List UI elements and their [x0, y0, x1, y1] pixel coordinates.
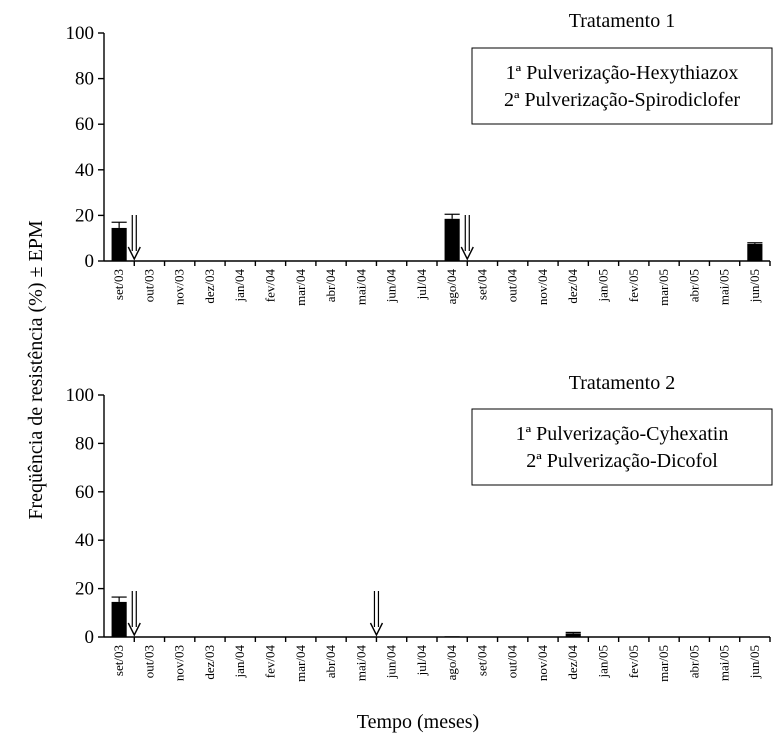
- y-tick-label: 20: [75, 579, 94, 600]
- x-tick-label: set/04: [474, 645, 489, 677]
- legend-entry: 1ª Pulverização-Cyhexatin: [516, 423, 729, 445]
- x-tick-label: mai/05: [717, 645, 732, 681]
- y-tick-label: 40: [75, 160, 94, 181]
- x-tick-label: jun/04: [384, 645, 399, 680]
- x-tick-label: dez/04: [565, 645, 580, 680]
- spray-arrow: [369, 591, 384, 637]
- arrow-head: [369, 622, 384, 637]
- x-tick-label: jan/04: [232, 645, 247, 679]
- spray-arrow: [127, 591, 141, 637]
- x-tick-label: dez/03: [202, 269, 217, 304]
- y-tick-label: 100: [66, 385, 95, 406]
- x-tick-label: jan/04: [232, 269, 247, 303]
- x-tick-label: jun/05: [747, 269, 762, 303]
- y-tick-label: 100: [66, 23, 95, 44]
- x-tick-label: mar/05: [656, 645, 671, 682]
- legend-box: [471, 47, 773, 125]
- x-tick-label: abr/05: [686, 645, 701, 678]
- x-tick-label: jun/04: [384, 269, 399, 304]
- x-tick-label: set/03: [111, 269, 126, 300]
- x-tick-label: jul/04: [414, 645, 429, 677]
- x-tick-label: dez/03: [202, 645, 217, 680]
- y-tick-label: 20: [75, 205, 94, 226]
- arrow-head: [127, 622, 141, 637]
- x-tick-label: mai/04: [353, 645, 368, 682]
- legend-entry: 1ª Pulverização-Hexythiazox: [506, 62, 739, 84]
- y-tick-label: 40: [75, 530, 94, 551]
- chart-title: Tratamento 2: [569, 372, 675, 394]
- x-tick-label: jul/04: [414, 269, 429, 301]
- x-tick-label: mar/05: [656, 269, 671, 306]
- y-axis-label: Freqüência de resistência (%) ± EPM: [25, 220, 47, 519]
- y-tick-label: 60: [75, 482, 94, 503]
- x-tick-label: fev/04: [263, 645, 278, 679]
- x-tick-label: set/04: [474, 269, 489, 301]
- x-tick-label: ago/04: [444, 269, 459, 305]
- x-tick-label: mar/04: [293, 269, 308, 306]
- x-tick-label: nov/03: [172, 269, 187, 305]
- x-tick-label: fev/05: [626, 645, 641, 678]
- bar: [747, 243, 763, 261]
- x-tick-label: nov/04: [535, 269, 550, 306]
- spray-arrow: [460, 215, 474, 261]
- y-tick-label: 80: [75, 69, 94, 90]
- x-tick-label: jun/05: [747, 645, 762, 679]
- x-tick-label: jan/05: [596, 645, 611, 679]
- x-tick-label: out/04: [505, 269, 520, 303]
- chart-panel-2: 0 20 40 60 80 100 set/03 out/03 nov/03 dez/03 jan/…: [66, 372, 773, 682]
- spray-arrow: [127, 215, 141, 261]
- x-tick-label: out/04: [505, 645, 520, 679]
- y-tick-label: 80: [75, 433, 94, 454]
- x-tick-label: out/03: [141, 269, 156, 302]
- arrow-head: [127, 246, 141, 261]
- x-tick-label: ago/04: [444, 645, 459, 681]
- bar: [444, 218, 460, 261]
- bar: [565, 633, 581, 637]
- chart-panels: 0 20 40 60 80 100 set/03 out/03 nov/03 dez/03 jan/…: [66, 10, 773, 682]
- y-tick-label: 60: [75, 114, 94, 135]
- x-tick-label: jan/05: [596, 269, 611, 303]
- y-tick-label: 0: [85, 627, 95, 648]
- x-tick-label: dez/04: [565, 269, 580, 304]
- x-tick-label: mai/05: [717, 269, 732, 305]
- legend-entry: 2ª Pulverização-Spirodiclofer: [504, 89, 740, 111]
- x-tick-label: abr/04: [323, 269, 338, 303]
- x-tick-label: set/03: [111, 645, 126, 676]
- x-tick-label: nov/03: [172, 645, 187, 681]
- x-tick-label: mai/04: [353, 269, 368, 306]
- x-tick-label: abr/05: [686, 269, 701, 302]
- x-tick-label: mar/04: [293, 645, 308, 682]
- x-tick-label: fev/04: [263, 269, 278, 303]
- x-axis-label: Tempo (meses): [357, 711, 479, 733]
- chart-panel-1: 0 20 40 60 80 100 set/03 out/03 nov/03 dez/03 jan/…: [66, 10, 773, 306]
- chart-title: Tratamento 1: [569, 10, 675, 32]
- y-tick-label: 0: [85, 251, 95, 272]
- legend-entry: 2ª Pulverização-Dicofol: [526, 450, 718, 472]
- x-tick-label: fev/05: [626, 269, 641, 302]
- x-tick-label: abr/04: [323, 645, 338, 679]
- bar: [111, 227, 127, 261]
- x-tick-label: nov/04: [535, 645, 550, 682]
- arrow-head: [460, 246, 474, 261]
- legend-box: [471, 408, 773, 486]
- bar: [444, 636, 460, 637]
- x-tick-label: out/03: [141, 645, 156, 678]
- bar: [111, 601, 127, 637]
